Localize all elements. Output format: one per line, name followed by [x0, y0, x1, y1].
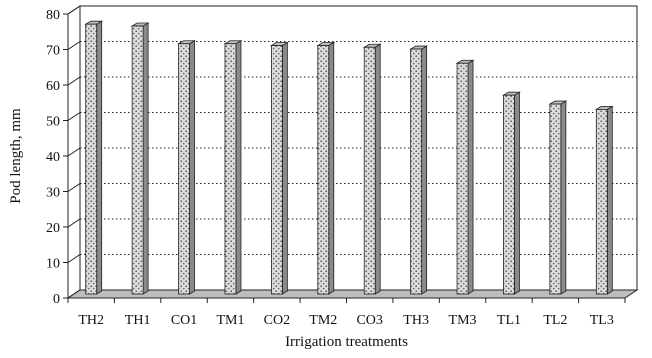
y-tick-label: 0 [53, 292, 60, 307]
bar-side [514, 91, 520, 295]
bar [502, 91, 521, 295]
bar-face [595, 109, 608, 295]
bar-face [549, 103, 562, 295]
bar-face [456, 62, 469, 295]
grid-depth-line [67, 147, 81, 157]
bar-side [235, 40, 242, 295]
y-tick-label: 10 [46, 257, 60, 272]
bar-face [131, 25, 144, 295]
bar-face [224, 43, 237, 295]
bar-face [503, 94, 515, 295]
bar [130, 22, 150, 295]
bar [594, 105, 614, 295]
x-tick-label: TM2 [309, 313, 337, 328]
bars-group [84, 20, 614, 295]
x-tick-label: TH2 [78, 313, 104, 328]
y-tick-label: 20 [46, 221, 60, 236]
grid-depth-line [67, 183, 81, 192]
bar [84, 20, 104, 295]
bar [455, 59, 475, 295]
bar [223, 40, 243, 295]
y-tick-label: 70 [46, 44, 60, 59]
grid-depth-line [67, 76, 81, 86]
bar-side [142, 22, 149, 295]
y-axis-title: Pod length, mm [8, 108, 24, 204]
bar-side [560, 100, 567, 295]
bar-side [189, 40, 195, 295]
bar-face [85, 23, 98, 295]
x-tick-label: TH3 [403, 313, 429, 328]
grid-depth-line [67, 254, 81, 263]
grid-depth-line [67, 41, 81, 50]
bar-face [363, 46, 376, 295]
y-tick-label: 60 [46, 79, 60, 94]
y-tick-label: 40 [46, 150, 60, 165]
x-tick-label: CO1 [171, 313, 197, 328]
bar-side [281, 41, 288, 295]
bar-face [270, 45, 283, 295]
bar-side [606, 105, 613, 295]
x-tick-label: CO3 [356, 313, 382, 328]
bar-side [328, 41, 335, 295]
x-tick-label: TM3 [449, 313, 477, 328]
bar-side [96, 20, 103, 295]
bar-face [410, 48, 423, 295]
bar [409, 45, 429, 295]
x-tick-label: TL1 [497, 313, 521, 328]
x-axis-title: Irrigation treatments [285, 334, 408, 350]
bar-side [421, 45, 428, 295]
x-tick-label: TM1 [216, 313, 244, 328]
bar-face [317, 45, 330, 295]
bar-side [467, 59, 474, 295]
bar [362, 43, 382, 295]
plot-area [66, 5, 639, 299]
grid-depth-line [67, 218, 81, 228]
x-tick-label: TH1 [125, 313, 151, 328]
x-tick-label: TL2 [543, 313, 567, 328]
x-tick-label: CO2 [264, 313, 290, 328]
bar [316, 41, 336, 295]
bar [269, 41, 289, 295]
bar-side [374, 43, 381, 295]
axes-group: 0 10 20 30 40 50 60 70 80 TH2 TH1 CO1 TM1 CO2 TM2 CO3 TH… [46, 8, 626, 328]
y-tick-label: 30 [46, 186, 60, 201]
y-tick-label: 80 [46, 8, 60, 23]
grid-depth-line [67, 112, 81, 121]
bar-face [178, 43, 190, 295]
x-tick-label: TL3 [590, 313, 614, 328]
bar [548, 100, 568, 295]
y-tick-label: 50 [46, 115, 60, 130]
bar [177, 40, 196, 295]
